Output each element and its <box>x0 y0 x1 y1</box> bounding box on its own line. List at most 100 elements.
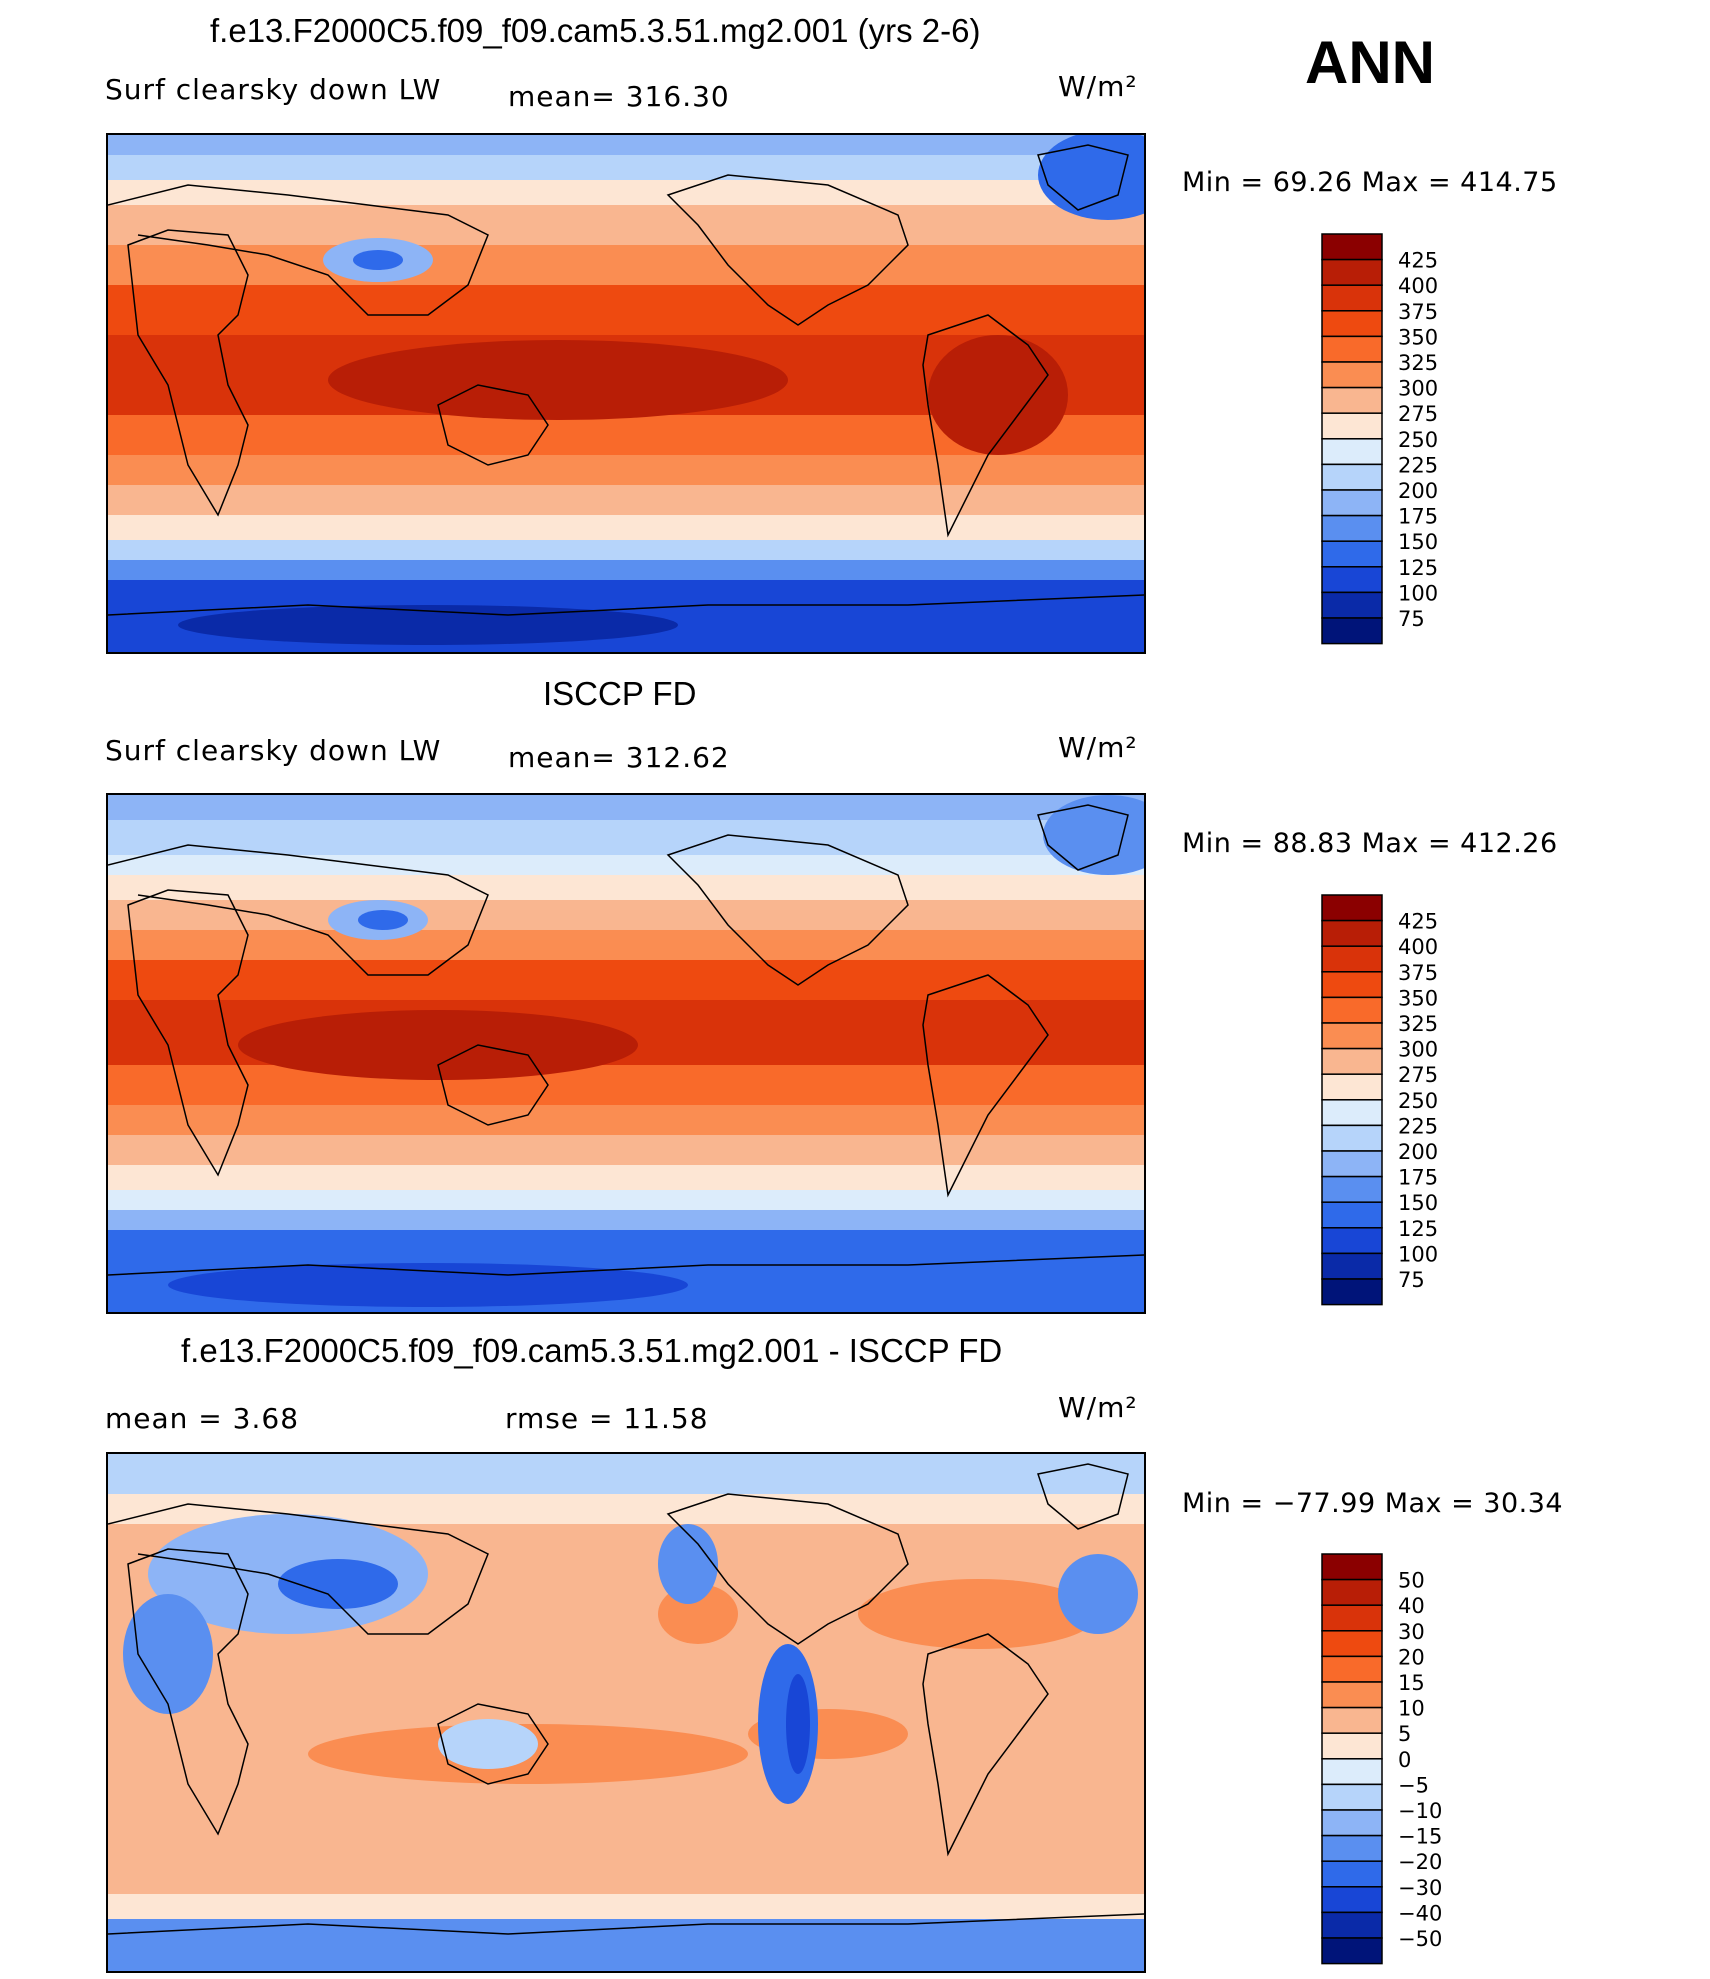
colorbar-tick-label: 200 <box>1398 479 1438 503</box>
colorbar-tick-label: 125 <box>1398 1217 1438 1241</box>
colorbar-swatch <box>1321 1553 1383 1581</box>
colorbar-tick-label: 30 <box>1398 1620 1425 1644</box>
panel3-title: f.e13.F2000C5.f09_f09.cam5.3.51.mg2.001 … <box>181 1332 1003 1369</box>
panel2-band <box>108 795 1144 820</box>
panel1-units-label: W/m² <box>1058 70 1138 103</box>
colorbar-tick-label: 400 <box>1398 274 1438 298</box>
colorbar-swatch <box>1321 1604 1383 1632</box>
colorbar-swatch <box>1321 1758 1383 1786</box>
panel3-units-label: W/m² <box>1058 1391 1138 1424</box>
colorbar-tick-label: 100 <box>1398 1242 1438 1266</box>
colorbar-swatch <box>1321 566 1383 594</box>
panel1-coast-samerica <box>922 314 1049 538</box>
colorbar-swatch <box>1321 1937 1383 1965</box>
panel1-band <box>108 455 1144 485</box>
panel1-minmax: Min = 69.26 Max = 414.75 <box>1182 167 1558 198</box>
panel3-coast-samerica <box>922 1633 1049 1857</box>
colorbar-tick-label: 400 <box>1398 935 1438 959</box>
colorbar-swatch <box>1321 971 1383 999</box>
colorbar-tick-label: 0 <box>1398 1748 1411 1772</box>
panel2-band <box>108 1135 1144 1165</box>
panel1-antarctica <box>178 605 678 645</box>
panel1-variable-label: Surf clearsky down LW <box>105 73 442 106</box>
colorbar-swatch <box>1321 361 1383 389</box>
colorbar-tick-label: 425 <box>1398 910 1438 934</box>
panel2-coast-africa <box>127 889 249 1177</box>
panel2-band <box>108 960 1144 1000</box>
panel3-map-svg <box>108 1454 1144 1971</box>
panel1-band <box>108 285 1144 335</box>
colorbar-swatch <box>1321 1124 1383 1152</box>
panel2-title: ISCCP FD <box>543 675 697 712</box>
colorbar-tick-label: −30 <box>1398 1876 1442 1900</box>
colorbar-swatch <box>1321 1732 1383 1760</box>
colorbar-tick-label: 300 <box>1398 1038 1438 1062</box>
panel2-band <box>108 1105 1144 1135</box>
colorbar-swatch <box>1321 438 1383 466</box>
panel1-band <box>108 245 1144 285</box>
colorbar-tick-label: 325 <box>1398 1012 1438 1036</box>
panel3-rmse-label: rmse = 11.58 <box>505 1402 709 1435</box>
colorbar-tick-label: 5 <box>1398 1722 1411 1746</box>
colorbar-tick-label: 300 <box>1398 377 1438 401</box>
colorbar-tick-label: 250 <box>1398 1089 1438 1113</box>
panel3-coast-namerica <box>666 1493 909 1645</box>
panel1-band <box>108 540 1144 560</box>
colorbar-tick-label: 175 <box>1398 505 1438 529</box>
colorbar-tick-label: 100 <box>1398 581 1438 605</box>
panel2-band <box>108 1165 1144 1190</box>
panel3-andes-core <box>786 1674 810 1774</box>
colorbar-swatch <box>1321 1175 1383 1203</box>
colorbar-tick-label: 375 <box>1398 300 1438 324</box>
colorbar-swatch <box>1321 1278 1383 1306</box>
panel2-band <box>108 1065 1144 1105</box>
panel2-coast-namerica <box>666 834 909 986</box>
colorbar-swatch <box>1321 463 1383 491</box>
panel2-warm-pool <box>238 1010 638 1080</box>
colorbar-swatch <box>1321 1834 1383 1862</box>
panel1-tibet-core <box>353 250 403 270</box>
colorbar-swatch <box>1321 284 1383 312</box>
panel2-colorbar-svg: 4254003753503253002752502252001751501251… <box>1321 894 1438 1306</box>
colorbar-swatch <box>1321 1655 1383 1683</box>
panel2-band <box>108 930 1144 960</box>
colorbar-swatch <box>1321 1681 1383 1709</box>
panel1-warm-pool <box>328 340 788 420</box>
colorbar-swatch <box>1321 1201 1383 1229</box>
panel2-band <box>108 820 1144 855</box>
panel2-map <box>106 793 1146 1314</box>
season-label: ANN <box>1305 29 1435 96</box>
panel1-band <box>108 560 1144 580</box>
panel2-band <box>108 875 1144 900</box>
panel1-band <box>108 135 1144 155</box>
panel1-map <box>106 133 1146 654</box>
colorbar-swatch <box>1321 310 1383 338</box>
panel1-coast-greenland <box>1037 144 1129 211</box>
panel3-coast-eurasia <box>108 1503 489 1635</box>
panel2-band <box>108 1210 1144 1230</box>
panel1-map-svg <box>108 135 1144 652</box>
colorbar-swatch <box>1321 1911 1383 1939</box>
panel1-colorbar: 425 400 375 350 325 300 275 250 225 200 175 150 125 1… <box>1320 232 1520 645</box>
colorbar-swatch <box>1321 1227 1383 1255</box>
panel3-east-neg <box>1058 1554 1138 1634</box>
panel1-band <box>108 515 1144 540</box>
colorbar-swatch <box>1321 386 1383 414</box>
panel2-colorbar: 425 400 375 350 325 300 275 250 225 200 175 150 125 1… <box>1320 893 1520 1306</box>
panel1-title: f.e13.F2000C5.f09_f09.cam5.3.51.mg2.001 … <box>210 12 981 49</box>
panel2-mean-label: mean= 312.62 <box>508 741 730 774</box>
colorbar-tick-label: −50 <box>1398 1927 1442 1951</box>
colorbar-swatch <box>1321 1022 1383 1050</box>
colorbar-swatch <box>1321 1860 1383 1888</box>
panel3-australia-neg <box>438 1719 538 1769</box>
colorbar-swatch <box>1321 233 1383 261</box>
panel2-tibet-core <box>358 910 408 930</box>
panel3-coast-africa <box>127 1548 249 1836</box>
panel1-coast-namerica <box>666 174 909 326</box>
panel2-minmax: Min = 88.83 Max = 412.26 <box>1182 828 1558 859</box>
colorbar-swatch <box>1321 1578 1383 1606</box>
panel1-amazon <box>928 335 1068 455</box>
colorbar-tick-label: −15 <box>1398 1825 1442 1849</box>
panel1-band <box>108 155 1144 180</box>
